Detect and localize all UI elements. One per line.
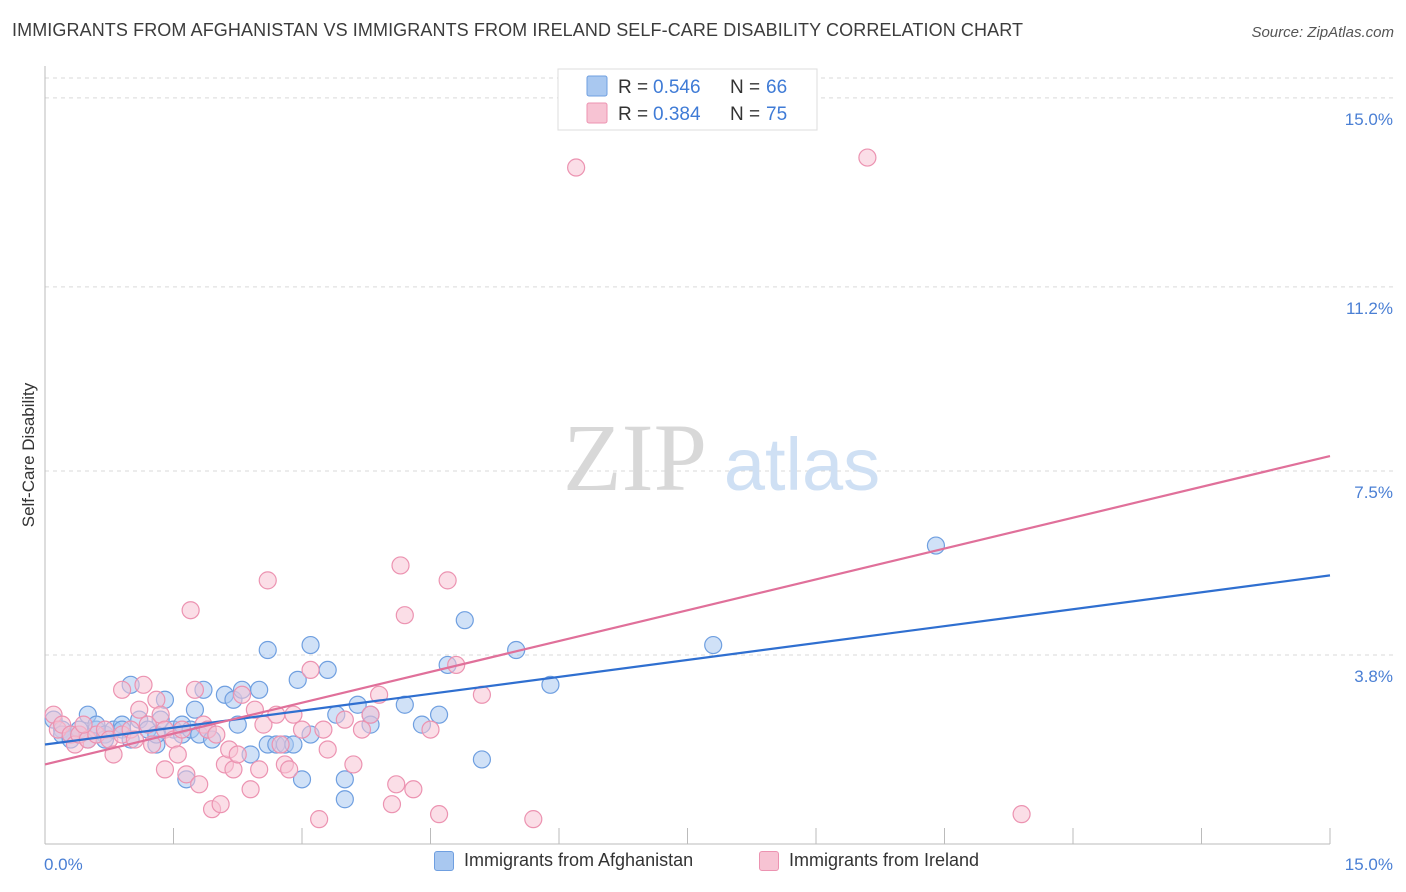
legend-n-value: 66 [766, 77, 787, 98]
point-ireland [241, 780, 260, 799]
point-ireland [314, 720, 333, 739]
point-afghanistan [704, 635, 723, 655]
point-ireland [387, 775, 406, 794]
legend-n-value: 75 [766, 104, 787, 125]
point-ireland [224, 760, 243, 779]
legend-item-afghanistan: Immigrants from Afghanistan [434, 850, 693, 871]
legend-item-ireland: Immigrants from Ireland [759, 850, 979, 871]
legend-swatch-afghanistan [586, 75, 608, 97]
legend-n-label: N = [730, 104, 760, 125]
point-ireland [335, 710, 354, 729]
y-tick-label: 15.0% [1345, 110, 1393, 129]
point-ireland [190, 775, 209, 794]
point-ireland [567, 158, 586, 177]
point-afghanistan [335, 770, 354, 789]
point-ireland [429, 805, 449, 824]
point-ireland [211, 795, 230, 814]
tick-labels: 3.8% 7.5% 11.2% 15.0% 0.0% 15.0% [44, 110, 1393, 874]
point-afghanistan [472, 750, 491, 769]
point-ireland [404, 780, 423, 799]
point-afghanistan [455, 611, 474, 630]
point-afghanistan [258, 640, 277, 660]
point-ireland [361, 705, 380, 724]
point-afghanistan [288, 670, 307, 689]
legend-label-afghanistan: Immigrants from Afghanistan [464, 850, 694, 870]
point-afghanistan [335, 790, 354, 809]
point-ireland [858, 148, 877, 167]
point-ireland [151, 705, 170, 724]
gridlines [45, 77, 1395, 656]
legend-swatch-ireland [586, 102, 608, 124]
y-tick-label: 3.8% [1354, 667, 1393, 686]
point-ireland [258, 571, 277, 590]
x-tick-label-min: 0.0% [44, 855, 83, 874]
point-afghanistan [292, 770, 312, 789]
point-afghanistan [318, 660, 337, 680]
point-ireland [344, 755, 363, 774]
point-ireland [104, 745, 123, 764]
point-ireland [391, 556, 410, 575]
point-ireland [228, 745, 247, 764]
point-ireland [310, 810, 329, 829]
point-ireland [134, 675, 153, 694]
point-ireland [318, 740, 337, 759]
legend-swatch-afghanistan [434, 850, 454, 871]
point-ireland [147, 690, 166, 709]
legend-swatch-ireland [759, 850, 779, 871]
point-ireland [138, 715, 157, 734]
point-ireland [250, 760, 269, 779]
point-ireland [301, 660, 320, 680]
legend-label-ireland: Immigrants from Ireland [789, 850, 980, 870]
point-ireland [280, 760, 299, 779]
point-ireland [284, 705, 303, 724]
y-tick-label: 7.5% [1354, 483, 1393, 502]
axes [44, 66, 1331, 845]
point-ireland [177, 765, 196, 784]
point-ireland [232, 685, 252, 704]
point-ireland [168, 745, 187, 764]
trend-lines [44, 454, 1331, 766]
point-ireland [181, 601, 200, 620]
legend-r-value: 0.546 [653, 77, 701, 98]
chart-title: IMMIGRANTS FROM AFGHANISTAN VS IMMIGRANT… [12, 20, 1024, 40]
data-points [44, 148, 1031, 829]
point-ireland [112, 680, 132, 699]
legend-r-label: R = [618, 77, 648, 98]
point-ireland [395, 606, 414, 625]
point-ireland [382, 795, 402, 814]
point-ireland [421, 720, 440, 739]
legend-r-value: 0.384 [653, 104, 701, 125]
point-ireland [155, 760, 175, 779]
point-ireland [271, 735, 290, 754]
watermark: ZIP atlas [563, 404, 880, 511]
x-tick-label-max: 15.0% [1345, 855, 1393, 874]
point-ireland [292, 720, 312, 739]
point-afghanistan [541, 675, 560, 694]
source-label: Source: ZipAtlas.com [1251, 24, 1394, 41]
point-ireland [1012, 805, 1031, 824]
legend-n-label: N = [730, 77, 760, 98]
point-ireland [352, 720, 372, 739]
trend-line-ireland [44, 454, 1331, 766]
legend-r-label: R = [618, 104, 648, 125]
legend-bottom: Immigrants from Afghanistan Immigrants f… [0, 850, 1406, 880]
watermark-zip: ZIP [563, 404, 707, 511]
point-afghanistan [185, 700, 205, 719]
watermark-atlas: atlas [724, 423, 880, 506]
point-ireland [185, 680, 205, 699]
point-ireland [74, 715, 93, 734]
y-tick-label: 11.2% [1346, 299, 1393, 318]
point-afghanistan [301, 635, 320, 655]
point-ireland [524, 810, 543, 829]
trend-line-afghanistan [44, 574, 1331, 746]
point-ireland [130, 700, 149, 719]
y-axis-label: Self-Care Disability [19, 382, 38, 527]
point-ireland [438, 571, 457, 590]
legend-top: R = 0.546 N = 66 R = 0.384 N = 75 [557, 68, 818, 131]
point-ireland [207, 725, 226, 744]
point-afghanistan [429, 705, 449, 724]
point-afghanistan [250, 680, 269, 699]
